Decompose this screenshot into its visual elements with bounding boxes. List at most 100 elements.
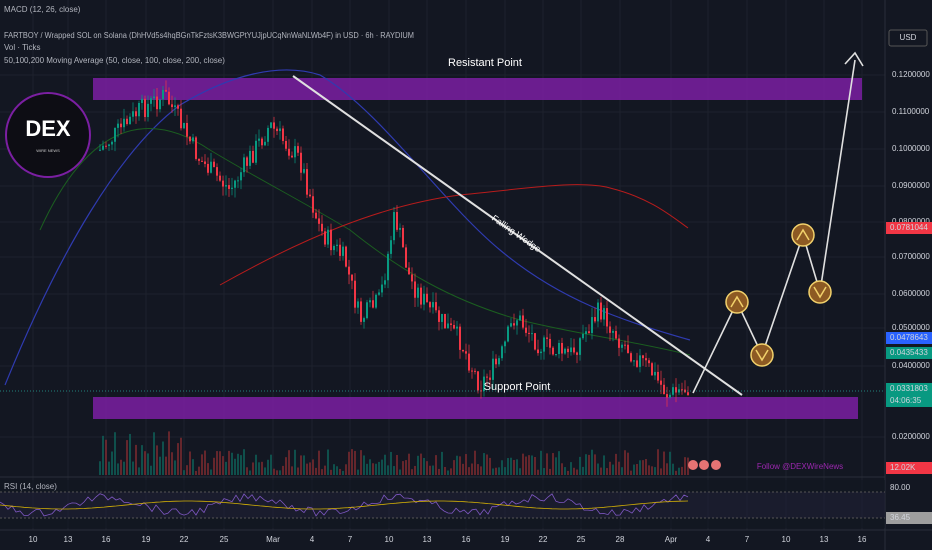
candle-body	[573, 347, 575, 353]
candle-body	[279, 128, 281, 132]
candle-body	[555, 354, 557, 356]
volume-bar	[621, 467, 623, 475]
candle-body	[543, 337, 545, 352]
logo-title: DEX	[25, 116, 71, 141]
candle-body	[567, 348, 569, 353]
volume-bar	[369, 459, 371, 475]
volume-bar	[189, 451, 191, 475]
volume-bar	[522, 453, 524, 475]
volume-bar	[555, 457, 557, 475]
currency-box[interactable]	[888, 29, 928, 47]
candle-body	[396, 212, 398, 230]
volume-bar	[351, 449, 353, 475]
volume-bar	[99, 461, 101, 475]
volume-bar	[453, 460, 455, 475]
candle-body	[117, 123, 119, 128]
candle-body	[336, 244, 338, 246]
rsi-pane	[0, 480, 885, 528]
candle-body	[420, 287, 422, 305]
volume-bar	[372, 463, 374, 475]
time-tick-label: 19	[142, 535, 151, 544]
volume-bar	[264, 467, 266, 475]
candle-body	[234, 180, 236, 188]
candle-body	[657, 371, 659, 381]
currency-label[interactable]: USD	[900, 33, 917, 42]
candle-body	[399, 227, 401, 230]
volume-bar	[513, 459, 515, 475]
candle-body	[594, 317, 596, 322]
candle-body	[435, 302, 437, 311]
volume-bar	[336, 466, 338, 475]
volume-bar	[249, 470, 251, 475]
candle-body	[378, 292, 380, 295]
volume-bar	[327, 449, 329, 475]
candle-body	[540, 351, 542, 354]
volume-bar	[519, 468, 521, 475]
candle-body	[264, 141, 266, 146]
price-tag-label: 36.45	[890, 513, 911, 522]
candle-body	[321, 223, 323, 232]
candle-body	[309, 194, 311, 197]
volume-bar	[405, 460, 407, 475]
candle-body	[576, 352, 578, 355]
candle-body	[111, 141, 113, 145]
candle-body	[687, 392, 689, 396]
candle-body	[606, 308, 608, 327]
volume-bar	[402, 461, 404, 475]
candle-body	[339, 244, 341, 256]
candle-body	[240, 172, 242, 181]
wave-arrow	[813, 286, 827, 299]
time-tick-label: Apr	[665, 535, 678, 544]
candle-body	[168, 91, 170, 105]
candle-body	[393, 212, 395, 241]
candle-body	[153, 96, 155, 99]
volume-bar	[219, 451, 221, 475]
price-tag-label: 0.0435433	[890, 348, 928, 357]
volume-bar	[486, 454, 488, 475]
volume-bar	[558, 451, 560, 475]
candle-body	[255, 140, 257, 163]
resistance-zone	[93, 78, 862, 100]
price-tag	[886, 462, 932, 474]
volume-bar	[606, 468, 608, 475]
candle-body	[195, 137, 197, 159]
volume-bar	[141, 445, 143, 475]
candle-body	[459, 326, 461, 350]
ma-legend: 50,100,200 Moving Average (50, close, 10…	[4, 56, 225, 65]
volume-bar	[180, 437, 182, 475]
candle-body	[315, 212, 317, 219]
price-tag	[886, 332, 932, 344]
wave-point	[791, 223, 815, 247]
candle-body	[597, 302, 599, 322]
candle-body	[120, 123, 122, 128]
candle-body	[546, 337, 548, 339]
candle-body	[651, 363, 653, 376]
ma-200	[219, 184, 689, 286]
candle-body	[297, 146, 299, 153]
price-tick-label: 0.1100000	[892, 107, 930, 116]
time-tick-label: 4	[310, 535, 315, 544]
time-tick-label: 19	[501, 535, 510, 544]
price-tick-label: 0.0400000	[892, 361, 930, 370]
candle-body	[603, 308, 605, 320]
candle-body	[366, 302, 368, 319]
candle-body	[306, 169, 308, 195]
volume-bar	[579, 456, 581, 475]
time-tick-label: 13	[820, 535, 829, 544]
volume-bar	[171, 452, 173, 475]
candle-body	[633, 360, 635, 362]
candle-body	[471, 370, 473, 372]
volume-bar	[378, 461, 380, 475]
candle-body	[381, 284, 383, 293]
volume-bar	[684, 457, 686, 475]
candle-body	[333, 245, 335, 251]
candle-body	[219, 175, 221, 181]
candle-body	[357, 301, 359, 308]
candle-body	[429, 302, 431, 308]
volume-bar	[468, 467, 470, 475]
volume-bar	[315, 467, 317, 475]
volume-bar	[366, 463, 368, 475]
candle-body	[438, 310, 440, 322]
volume-bar	[657, 449, 659, 475]
